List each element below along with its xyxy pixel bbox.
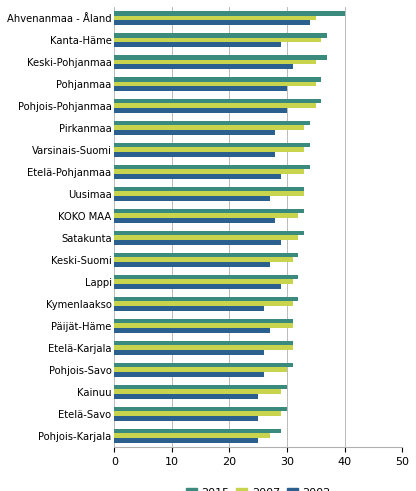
Bar xyxy=(114,152,275,157)
Bar xyxy=(114,416,258,421)
Bar xyxy=(114,279,293,284)
Bar xyxy=(114,411,281,416)
Bar xyxy=(114,104,316,109)
Bar xyxy=(114,214,299,218)
Bar xyxy=(114,407,287,411)
Bar xyxy=(114,147,304,152)
Bar xyxy=(114,16,316,20)
Bar xyxy=(114,346,293,350)
Bar xyxy=(114,306,264,311)
Bar xyxy=(114,429,281,434)
Bar xyxy=(114,77,322,82)
Bar xyxy=(114,218,275,223)
Bar xyxy=(114,372,264,377)
Bar xyxy=(114,274,299,279)
Bar xyxy=(114,301,293,306)
Bar xyxy=(114,240,281,245)
Bar xyxy=(114,262,270,267)
Bar xyxy=(114,64,293,69)
Bar xyxy=(114,367,287,372)
Bar xyxy=(114,174,281,179)
Bar xyxy=(114,169,304,174)
Bar xyxy=(114,42,281,47)
Bar xyxy=(114,236,299,240)
Bar xyxy=(114,231,304,236)
Bar xyxy=(114,164,310,169)
Legend: 2015, 2007, 2002: 2015, 2007, 2002 xyxy=(181,483,335,491)
Bar xyxy=(114,350,264,355)
Bar xyxy=(114,394,258,399)
Bar xyxy=(114,126,304,130)
Bar xyxy=(114,324,293,328)
Bar xyxy=(114,319,293,324)
Bar xyxy=(114,284,281,289)
Bar xyxy=(114,196,270,201)
Bar xyxy=(114,252,299,257)
Bar xyxy=(114,384,287,389)
Bar xyxy=(114,187,304,191)
Bar xyxy=(114,191,304,196)
Bar xyxy=(114,209,304,214)
Bar xyxy=(114,33,327,37)
Bar xyxy=(114,11,344,16)
Bar xyxy=(114,362,293,367)
Bar xyxy=(114,86,287,91)
Bar xyxy=(114,82,316,86)
Bar xyxy=(114,143,310,147)
Bar xyxy=(114,109,287,113)
Bar xyxy=(114,37,322,42)
Bar xyxy=(114,257,293,262)
Bar xyxy=(114,438,258,443)
Bar xyxy=(114,328,270,333)
Bar xyxy=(114,389,281,394)
Bar xyxy=(114,99,322,104)
Bar xyxy=(114,434,270,438)
Bar xyxy=(114,341,293,346)
Bar xyxy=(114,130,275,135)
Bar xyxy=(114,121,310,126)
Bar xyxy=(114,297,299,301)
Bar xyxy=(114,20,310,25)
Bar xyxy=(114,55,327,59)
Bar xyxy=(114,59,316,64)
